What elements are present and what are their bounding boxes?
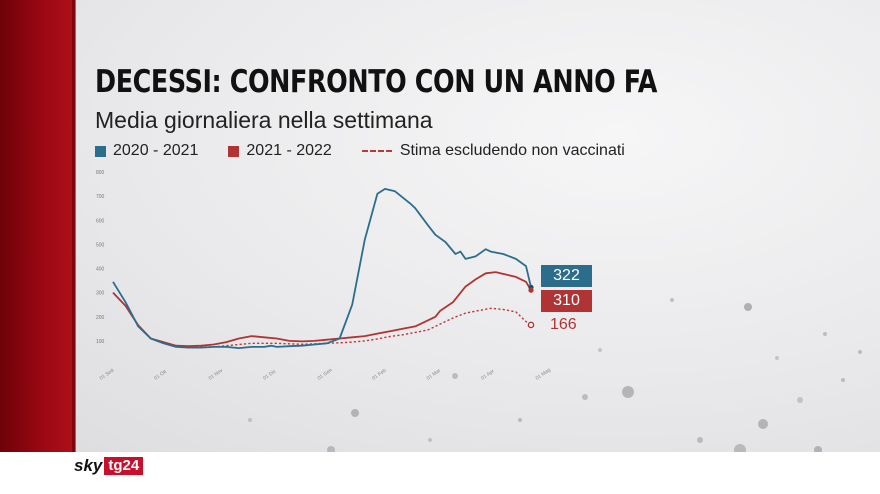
chart-title: DECESSI: CONFRONTO CON UN ANNO FA (95, 64, 658, 100)
y-axis-ticks: 800 700 600 500 400 300 200 100 (96, 170, 105, 345)
channel-logo: sky tg24 (74, 456, 144, 476)
legend: 2020 - 2021 2021 - 2022 Stima escludendo… (95, 142, 655, 160)
x-tick-label: 01 Ott (153, 369, 168, 382)
bokeh-dot (582, 394, 588, 400)
bokeh-dot (670, 298, 674, 302)
bokeh-dot (758, 419, 768, 429)
bokeh-dot (351, 409, 359, 417)
legend-item-2020-2021: 2020 - 2021 (95, 142, 198, 160)
end-value-badge-2020-2021: 322 (541, 265, 592, 287)
y-tick-label: 800 (96, 170, 105, 176)
x-tick-label: 01 Apr (480, 368, 496, 381)
y-tick-label: 600 (96, 218, 105, 224)
y-tick-label: 200 (96, 315, 105, 321)
legend-label: Stima escludendo non vaccinati (399, 142, 625, 159)
bokeh-dot (598, 348, 602, 352)
logo-tg24: tg24 (104, 457, 144, 475)
bokeh-dot (823, 332, 827, 336)
legend-swatch-blue (95, 145, 106, 157)
bokeh-dot (734, 444, 746, 452)
broadcast-stage: 800 700 600 500 400 300 200 100 01 Sett 01 Ott 01… (0, 0, 880, 452)
y-tick-label: 100 (96, 339, 105, 345)
x-tick-label: 01 Mar (426, 368, 442, 382)
bokeh-dot (622, 386, 634, 398)
y-tick-label: 300 (96, 291, 105, 297)
y-tick-label: 500 (96, 242, 105, 248)
bokeh-dot (814, 446, 822, 452)
series-line-stima (112, 292, 532, 348)
x-tick-label: 01 Sett (99, 367, 116, 381)
bokeh-dot (327, 446, 335, 452)
legend-label: 2021 - 2022 (246, 142, 332, 159)
x-tick-label: 01 Mag (535, 367, 552, 382)
legend-item-stima: Stima escludendo non vaccinati (361, 142, 625, 160)
chart-subtitle: Media giornaliera nella settimana (95, 107, 433, 133)
legend-swatch-dashed (361, 150, 392, 152)
bokeh-dot (858, 350, 862, 354)
bokeh-dot (797, 397, 803, 403)
legend-swatch-red (228, 145, 240, 157)
end-value-label-stima: 166 (550, 316, 577, 333)
x-tick-label: 01 Gen (317, 367, 334, 381)
bokeh-dot (452, 373, 458, 379)
bokeh-dot (841, 378, 845, 382)
left-red-bar (0, 0, 75, 452)
x-axis-ticks: 01 Sett 01 Ott 01 Nov 01 Dic 01 Gen 01 Feb 01 … (99, 367, 552, 382)
bokeh-dot (744, 303, 752, 311)
x-tick-label: 01 Dic (262, 368, 277, 381)
legend-label: 2020 - 2021 (113, 142, 199, 159)
series-line-2021-2022 (112, 271, 532, 348)
end-point-2021-2022 (528, 287, 534, 293)
end-value-badge-2021-2022: 310 (541, 290, 592, 312)
logo-sky: sky (74, 456, 103, 475)
bokeh-dot (775, 356, 779, 360)
x-tick-label: 01 Feb (371, 368, 387, 382)
series-line-2020-2021 (112, 187, 532, 350)
bokeh-dot (428, 438, 432, 442)
background-dots (248, 298, 862, 452)
series-layer (112, 187, 535, 350)
legend-item-2021-2022: 2021 - 2022 (228, 142, 332, 160)
bottom-bar (0, 452, 880, 494)
bokeh-dot (248, 418, 252, 422)
y-tick-label: 400 (96, 267, 105, 273)
end-point-stima (527, 321, 535, 329)
x-tick-label: 01 Nov (208, 367, 225, 381)
y-tick-label: 700 (96, 194, 105, 200)
bokeh-dot (518, 418, 522, 422)
left-bar-shadow (72, 0, 76, 452)
bokeh-dot (697, 437, 703, 443)
